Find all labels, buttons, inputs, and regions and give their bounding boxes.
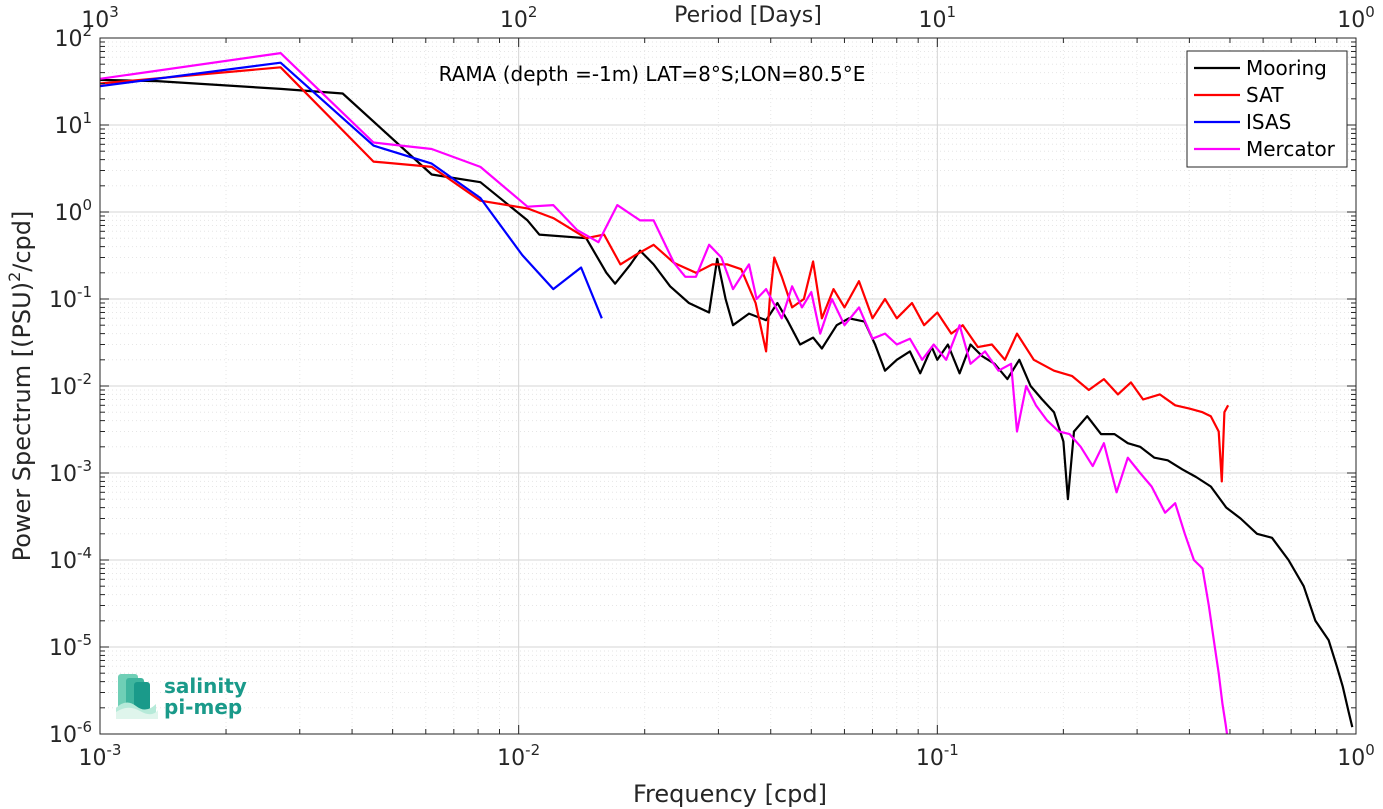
legend: Mooring SAT ISAS Mercator (1186, 50, 1348, 168)
y-axis-label-end: /cpd] (8, 211, 36, 272)
y-tick-label: 10-1 (49, 283, 92, 313)
y-axis-label-main: Power Spectrum [(PSU) (8, 282, 36, 561)
x-tick-label: 100 (1337, 741, 1375, 771)
y-tick-label: 10-6 (49, 718, 92, 748)
y-tick-label: 10-2 (49, 370, 92, 400)
legend-label-isas: ISAS (1246, 110, 1291, 134)
y-tick-label: 10-5 (49, 631, 92, 661)
series-line-mercator (99, 52, 1229, 735)
tick-marks (99, 38, 1356, 735)
top-tick-label: 100 (1337, 3, 1375, 33)
series-lines (99, 52, 1354, 735)
legend-box (1186, 50, 1348, 168)
y-tick-label: 10-4 (49, 544, 92, 574)
series-line-mooring (99, 78, 1354, 728)
x-tick-label: 10-3 (79, 741, 122, 771)
x-tick-label: 10-1 (916, 741, 959, 771)
top-tick-label: 103 (81, 3, 119, 33)
logo-line1: salinity (164, 674, 247, 698)
y-tick-label: 10-3 (49, 457, 92, 487)
y-tick-label: 102 (54, 22, 92, 52)
y-tick-label: 101 (54, 109, 92, 139)
legend-label-mooring: Mooring (1246, 56, 1327, 80)
wave-logo-icon (116, 674, 158, 719)
legend-label-mercator: Mercator (1246, 137, 1336, 161)
grid (99, 38, 1356, 735)
x-axis-label: Frequency [cpd] (633, 780, 827, 808)
top-x-axis-label: Period [Days] (674, 3, 822, 28)
x-tick-label: 10-2 (497, 741, 540, 771)
top-tick-label: 102 (500, 3, 538, 33)
series-line-isas (99, 61, 603, 319)
legend-label-sat: SAT (1246, 83, 1284, 107)
y-tick-label: 100 (54, 196, 92, 226)
y-axis-label-sup: 2 (5, 272, 24, 282)
y-axis-label: Power Spectrum [(PSU)2/cpd] (5, 211, 36, 562)
top-tick-label: 101 (919, 3, 957, 33)
series-line-sat (99, 66, 1230, 483)
salinity-pi-mep-logo: salinity pi-mep (116, 674, 247, 719)
logo-line2: pi-mep (164, 695, 242, 719)
chart-title: RAMA (depth =-1m) LAT=8°S;LON=80.5°E (439, 62, 866, 86)
